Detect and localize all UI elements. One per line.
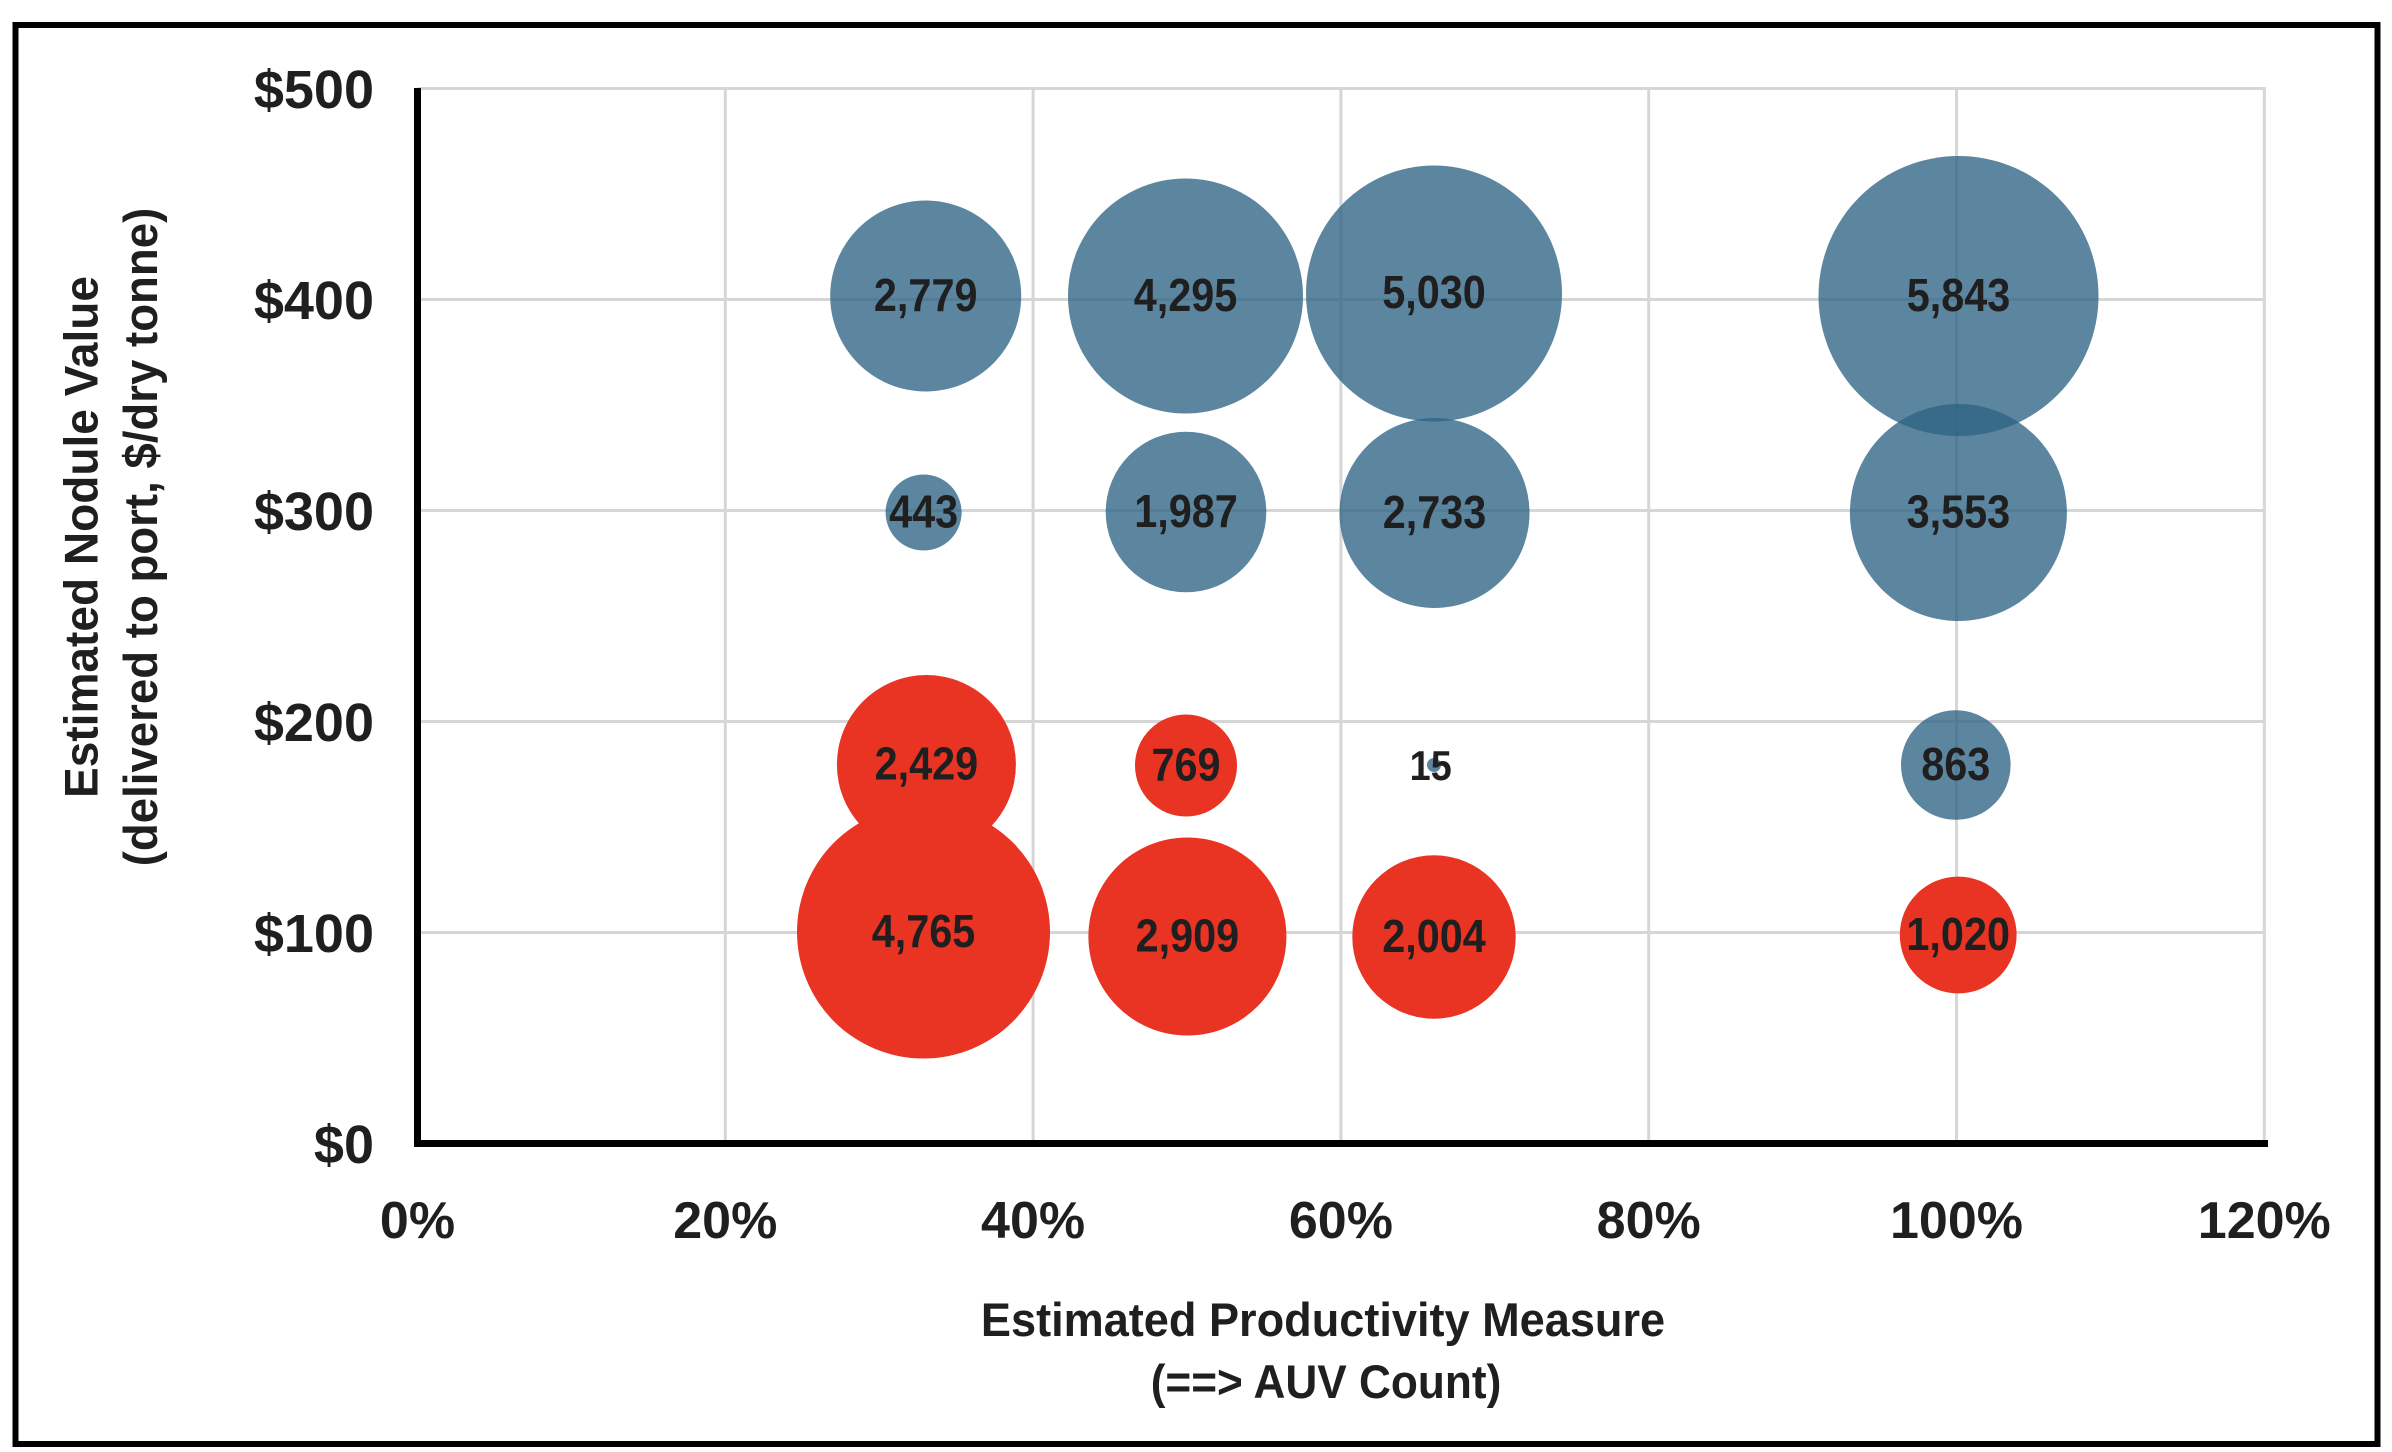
svg-text:$200: $200 (254, 693, 374, 753)
svg-text:Estimated Nodule Value: Estimated Nodule Value (55, 276, 108, 798)
svg-text:40%: 40% (981, 1192, 1085, 1250)
svg-text:120%: 120% (2198, 1192, 2331, 1250)
svg-text:$100: $100 (254, 904, 374, 964)
svg-text:$300: $300 (254, 482, 374, 542)
svg-text:5,030: 5,030 (1382, 267, 1486, 319)
svg-text:$0: $0 (314, 1115, 374, 1175)
svg-text:80%: 80% (1597, 1192, 1701, 1250)
svg-text:$400: $400 (254, 271, 374, 331)
svg-text:15: 15 (1410, 743, 1452, 789)
svg-text:2,429: 2,429 (875, 739, 979, 791)
svg-text:Estimated Productivity Measure: Estimated Productivity Measure (981, 1293, 1665, 1346)
svg-text:20%: 20% (673, 1192, 777, 1250)
svg-text:(delivered to port, $/dry tonn: (delivered to port, $/dry tonne) (114, 208, 167, 867)
svg-text:2,909: 2,909 (1136, 911, 1240, 963)
svg-text:$500: $500 (254, 60, 374, 120)
svg-text:3,553: 3,553 (1907, 487, 2011, 539)
svg-text:2,004: 2,004 (1382, 911, 1486, 963)
svg-text:5,843: 5,843 (1907, 270, 2011, 322)
svg-text:0%: 0% (380, 1192, 455, 1250)
svg-text:60%: 60% (1289, 1192, 1393, 1250)
svg-text:4,295: 4,295 (1134, 270, 1238, 322)
svg-text:4,765: 4,765 (872, 906, 976, 958)
svg-text:100%: 100% (1890, 1192, 2023, 1250)
svg-text:1,987: 1,987 (1134, 486, 1238, 538)
svg-text:863: 863 (1921, 739, 1990, 791)
svg-text:2,733: 2,733 (1383, 487, 1487, 539)
svg-text:1,020: 1,020 (1906, 909, 2010, 961)
svg-text:(==> AUV Count): (==> AUV Count) (1151, 1356, 1502, 1409)
svg-text:2,779: 2,779 (874, 270, 978, 322)
svg-text:769: 769 (1151, 740, 1220, 792)
svg-text:443: 443 (889, 487, 958, 539)
